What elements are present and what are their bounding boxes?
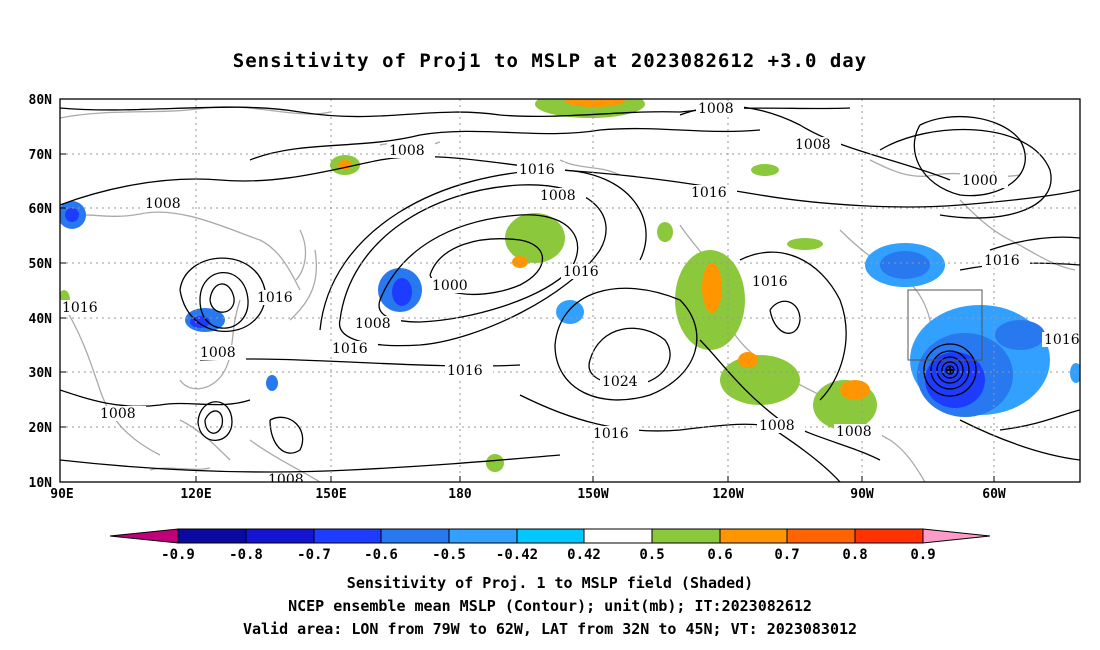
colorbar-cell — [786, 528, 856, 544]
contour-labels: 1008 1008 1008 1016 1016 1008 1008 1016 … — [60, 101, 1080, 488]
contour-label: 1016 — [62, 300, 98, 316]
caption-valid-area: Valid area: LON from 79W to 62W, LAT fro… — [242, 620, 858, 638]
contour-label: 1008 — [540, 188, 576, 204]
lat-label: 30N — [29, 366, 53, 381]
lat-label: 50N — [29, 257, 53, 272]
contour-label: 1008 — [698, 101, 734, 117]
longitude-labels: 90E 120E 150E 180 150W 120W 90W 60W — [50, 487, 1006, 502]
contour-label: 1008 — [355, 316, 391, 332]
lat-label: 80N — [29, 93, 53, 108]
colorbar-label: 0.9 — [910, 547, 935, 563]
contour-label: 1016 — [519, 162, 555, 178]
colorbar-cell — [651, 528, 721, 544]
gridlines — [60, 99, 1080, 482]
contour-label: 1016 — [752, 274, 788, 290]
colorbar-cell — [516, 528, 585, 544]
contour-label: 1016 — [593, 426, 629, 442]
lat-label: 70N — [29, 148, 53, 163]
lon-label: 120E — [180, 487, 211, 502]
axis-ticks — [60, 153, 995, 482]
lon-label: 90E — [50, 487, 73, 502]
colorbar-cell — [719, 528, 788, 544]
contour-label: 1016 — [984, 253, 1020, 269]
lat-label: 40N — [29, 312, 53, 327]
lon-label: 180 — [448, 487, 472, 502]
caption-contour: NCEP ensemble mean MSLP (Contour); unit(… — [288, 597, 812, 615]
colorbar-cell — [380, 528, 450, 544]
colorbar — [109, 528, 991, 544]
colorbar-cell — [854, 528, 924, 544]
contour-label: 1024 — [602, 374, 638, 390]
colorbar-label: -0.7 — [297, 547, 331, 563]
valid-area-box — [907, 289, 983, 361]
latitude-labels: 80N 70N 60N 50N 40N 30N 20N 10N — [29, 93, 53, 491]
colorbar-label: -0.8 — [229, 547, 263, 563]
lon-label: 60W — [982, 487, 1006, 502]
contour-label: 1008 — [200, 345, 236, 361]
colorbar-cell — [922, 528, 991, 544]
contour-label: 1016 — [257, 290, 293, 306]
map-frame — [59, 98, 1081, 483]
colorbar-label: 0.5 — [639, 547, 664, 563]
contour-label: 1016 — [691, 185, 727, 201]
contour-label: 1016 — [1044, 332, 1080, 348]
colorbar-cell — [245, 528, 315, 544]
contour-label: 1008 — [795, 137, 831, 153]
contour-label: 1008 — [759, 418, 795, 434]
colorbar-label: -0.5 — [432, 547, 466, 563]
mslp-contours — [60, 105, 1080, 482]
sensitivity-map: 1008 1008 1008 1016 1016 1008 1008 1016 … — [29, 93, 1081, 563]
colorbar-label: 0.8 — [842, 547, 867, 563]
contour-label: 1008 — [389, 143, 425, 159]
lon-label: 150W — [577, 487, 608, 502]
contour-label: 1016 — [332, 341, 368, 357]
contour-label: 1008 — [145, 196, 181, 212]
colorbar-label: -0.9 — [161, 547, 195, 563]
lon-label: 150E — [315, 487, 346, 502]
colorbar-label: 0.6 — [707, 547, 732, 563]
contour-label: 1000 — [432, 278, 468, 294]
colorbar-cell — [583, 528, 653, 544]
colorbar-labels: -0.9 -0.8 -0.7 -0.6 -0.5 -0.42 0.42 0.5 … — [161, 547, 936, 563]
colorbar-label: 0.42 — [567, 547, 601, 563]
colorbar-cell — [109, 528, 179, 544]
coastlines — [60, 106, 1076, 482]
lat-label: 20N — [29, 421, 53, 436]
contour-label: 1000 — [962, 173, 998, 189]
contour-label: 1016 — [447, 363, 483, 379]
caption-shading: Sensitivity of Proj. 1 to MSLP field (Sh… — [346, 574, 754, 592]
lat-label: 60N — [29, 202, 53, 217]
colorbar-cell — [448, 528, 518, 544]
contour-label: 1016 — [563, 264, 599, 280]
chart-title: Sensitivity of Proj1 to MSLP at 20230826… — [232, 50, 868, 72]
lon-label: 120W — [712, 487, 743, 502]
contour-label: 1008 — [836, 424, 872, 440]
lat-label: 10N — [29, 476, 53, 491]
lon-label: 90W — [850, 487, 874, 502]
contour-label: 1008 — [268, 472, 304, 488]
contour-label: 1008 — [100, 406, 136, 422]
colorbar-label: -0.42 — [496, 547, 538, 563]
colorbar-cell — [177, 528, 247, 544]
colorbar-label: 0.7 — [774, 547, 799, 563]
colorbar-cell — [313, 528, 382, 544]
colorbar-label: -0.6 — [364, 547, 398, 563]
